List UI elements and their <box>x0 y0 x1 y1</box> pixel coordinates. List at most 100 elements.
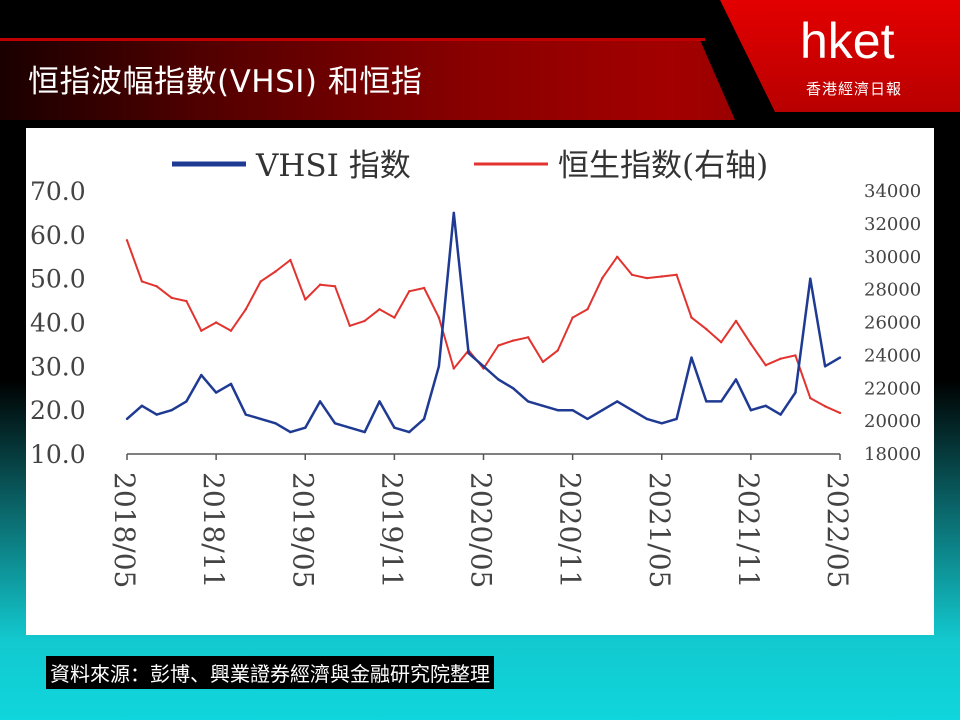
y-right-tick-label: 24000 <box>864 345 921 366</box>
data-point-vhsi <box>408 430 411 434</box>
data-point-hsi <box>705 327 708 331</box>
data-point-hsi <box>630 273 634 276</box>
y-left-tick-label: 20.0 <box>30 396 86 425</box>
data-point-hsi <box>809 396 812 400</box>
data-point-hsi <box>437 316 441 319</box>
data-point-vhsi <box>422 417 426 421</box>
data-point-hsi <box>586 308 589 311</box>
data-point-hsi <box>779 357 782 360</box>
data-point-vhsi <box>452 211 455 215</box>
data-point-vhsi <box>378 400 381 403</box>
data-point-vhsi <box>616 400 619 403</box>
data-point-hsi <box>794 354 797 357</box>
data-point-hsi <box>244 308 247 311</box>
data-point-vhsi <box>140 404 144 407</box>
series-line-hsi <box>126 239 841 414</box>
data-point-vhsi <box>526 400 530 403</box>
data-point-hsi <box>734 319 738 323</box>
data-point-hsi <box>408 290 411 293</box>
data-point-vhsi <box>779 413 782 416</box>
data-point-vhsi <box>200 373 203 377</box>
data-point-hsi <box>675 273 678 276</box>
data-point-hsi <box>318 283 322 286</box>
x-tick-label: 2018/11 <box>197 472 230 588</box>
data-point-vhsi <box>244 413 247 416</box>
data-point-vhsi <box>259 417 262 421</box>
data-point-hsi <box>645 276 649 280</box>
data-point-vhsi <box>838 356 842 359</box>
data-point-hsi <box>571 316 574 319</box>
y-right-tick-label: 30000 <box>864 247 921 268</box>
legend-label-vhsi: VHSI 指数 <box>255 148 411 184</box>
data-point-hsi <box>838 411 842 415</box>
brand-logo-subtitle: 香港經濟日報 <box>806 80 903 98</box>
x-tick-label: 2018/05 <box>108 472 141 588</box>
y-right-tick-label: 18000 <box>864 444 921 465</box>
data-point-vhsi <box>304 426 307 429</box>
data-point-vhsi <box>170 409 173 412</box>
y-right-tick-label: 22000 <box>864 378 921 399</box>
data-point-vhsi <box>125 417 129 421</box>
data-point-vhsi <box>467 352 470 355</box>
data-point-vhsi <box>229 382 233 386</box>
data-point-vhsi <box>764 404 767 407</box>
data-point-vhsi <box>645 417 649 421</box>
data-point-vhsi <box>541 404 545 407</box>
data-point-hsi <box>764 364 767 367</box>
data-point-hsi <box>823 405 827 408</box>
data-point-vhsi <box>155 413 158 416</box>
data-point-hsi <box>155 285 158 288</box>
chart-series <box>125 211 842 434</box>
x-tick-label: 2021/05 <box>643 472 676 588</box>
data-point-hsi <box>125 239 129 242</box>
data-point-vhsi <box>601 409 604 412</box>
data-point-hsi <box>541 360 545 364</box>
data-point-hsi <box>749 342 753 346</box>
title-band <box>0 40 735 120</box>
data-point-vhsi <box>393 426 396 429</box>
data-point-hsi <box>378 308 381 311</box>
data-point-hsi <box>214 321 218 324</box>
y-left-tick-label: 50.0 <box>30 265 86 294</box>
x-tick-label: 2022/05 <box>821 472 854 588</box>
data-point-hsi <box>140 280 144 283</box>
chart-panel: VHSI 指数 恒生指数(右轴) 10.0 20.0 30.0 40.0 50.0 60.… <box>26 128 934 635</box>
data-point-hsi <box>616 255 619 258</box>
data-point-vhsi <box>630 409 634 412</box>
data-point-hsi <box>660 275 663 278</box>
data-point-hsi <box>452 367 455 370</box>
x-tick-label: 2020/11 <box>554 472 587 588</box>
y-right-tick-label: 28000 <box>864 280 921 301</box>
y-left-tick-label: 40.0 <box>30 309 86 338</box>
x-tick-label: 2020/05 <box>465 472 498 588</box>
data-point-vhsi <box>274 422 277 425</box>
data-point-vhsi <box>675 417 678 421</box>
brand-logo: hket <box>800 13 895 69</box>
data-point-hsi <box>720 341 723 344</box>
data-point-hsi <box>229 329 233 332</box>
y-left-tick-label: 60.0 <box>30 221 86 250</box>
y-right-tick-label: 26000 <box>864 313 921 334</box>
data-point-vhsi <box>482 365 485 368</box>
x-tick-label: 2019/05 <box>286 472 319 588</box>
data-point-hsi <box>690 316 693 319</box>
data-point-vhsi <box>690 356 693 359</box>
y-left-tick-label: 30.0 <box>30 352 86 381</box>
data-point-vhsi <box>556 409 559 412</box>
data-point-hsi <box>289 258 292 262</box>
legend-label-hsi: 恒生指数(右轴) <box>558 148 768 184</box>
data-point-vhsi <box>497 378 500 381</box>
data-point-hsi <box>512 339 515 342</box>
y-right-tick-label: 20000 <box>864 411 921 432</box>
title-band-rule <box>0 38 705 41</box>
data-point-hsi <box>259 280 262 283</box>
data-point-vhsi <box>586 417 589 421</box>
y-left-tick-label: 70.0 <box>30 177 86 206</box>
data-point-vhsi <box>348 426 351 429</box>
data-point-vhsi <box>660 422 663 425</box>
data-point-hsi <box>304 298 307 301</box>
x-tick-label: 2019/11 <box>375 472 408 588</box>
data-point-vhsi <box>437 365 441 368</box>
data-point-vhsi <box>809 277 812 280</box>
data-point-hsi <box>274 270 277 273</box>
